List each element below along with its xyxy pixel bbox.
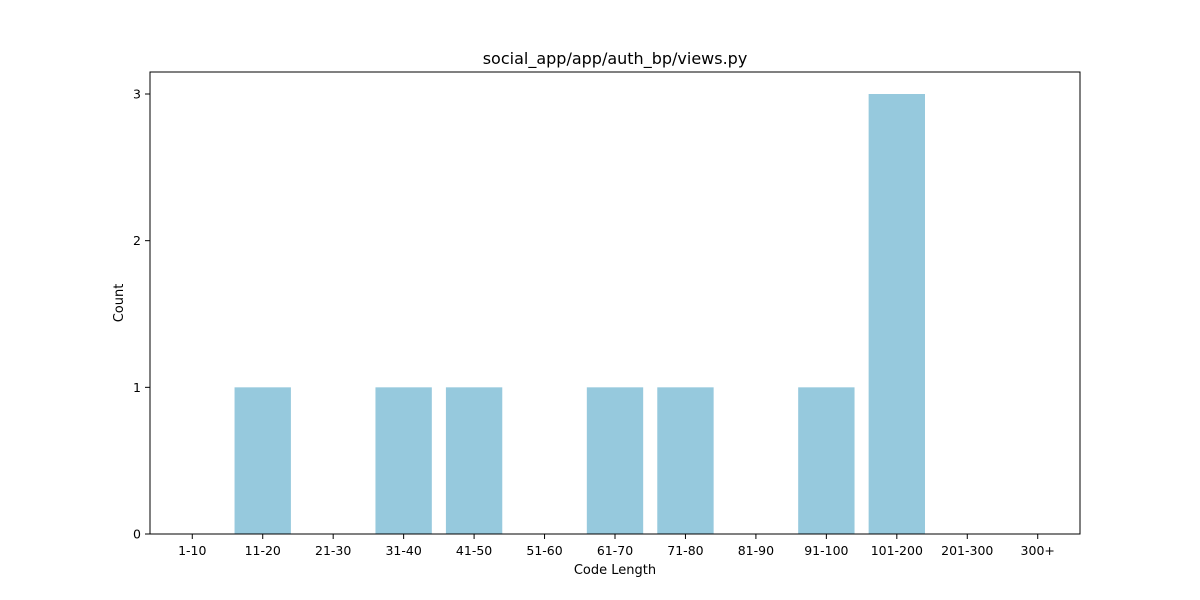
bar-91-100 (798, 387, 855, 534)
chart-title: social_app/app/auth_bp/views.py (483, 49, 748, 69)
x-tick-label: 51-60 (526, 543, 562, 558)
y-tick-label: 0 (133, 527, 141, 542)
x-tick-label: 201-300 (941, 543, 993, 558)
x-tick-label: 81-90 (738, 543, 774, 558)
x-tick-label: 71-80 (667, 543, 703, 558)
y-tick-label: 3 (133, 87, 141, 102)
x-tick-label: 31-40 (385, 543, 421, 558)
y-axis-ticks: 0 1 2 3 (133, 87, 150, 542)
y-axis-label: Count (112, 284, 127, 323)
y-tick-label: 2 (133, 233, 141, 248)
bar-71-80 (657, 387, 714, 534)
bars-group (234, 94, 925, 534)
bar-11-20 (234, 387, 291, 534)
x-tick-label: 91-100 (804, 543, 848, 558)
x-tick-label: 21-30 (315, 543, 351, 558)
x-tick-label: 300+ (1021, 543, 1055, 558)
bar-31-40 (375, 387, 432, 534)
x-axis-ticks: 1-10 11-20 21-30 31-40 41-50 51-60 61-70 71-80 8… (178, 534, 1055, 558)
x-tick-label: 101-200 (871, 543, 923, 558)
bar-41-50 (445, 387, 503, 534)
x-axis-label: Code Length (574, 563, 656, 578)
x-tick-label: 11-20 (245, 543, 281, 558)
bar-61-70 (586, 387, 644, 534)
x-tick-label: 41-50 (456, 543, 492, 558)
plot-frame (149, 71, 1081, 535)
bar-101-200 (868, 94, 925, 534)
x-tick-label: 1-10 (178, 543, 206, 558)
x-tick-label: 61-70 (597, 543, 633, 558)
y-tick-label: 1 (133, 380, 141, 395)
